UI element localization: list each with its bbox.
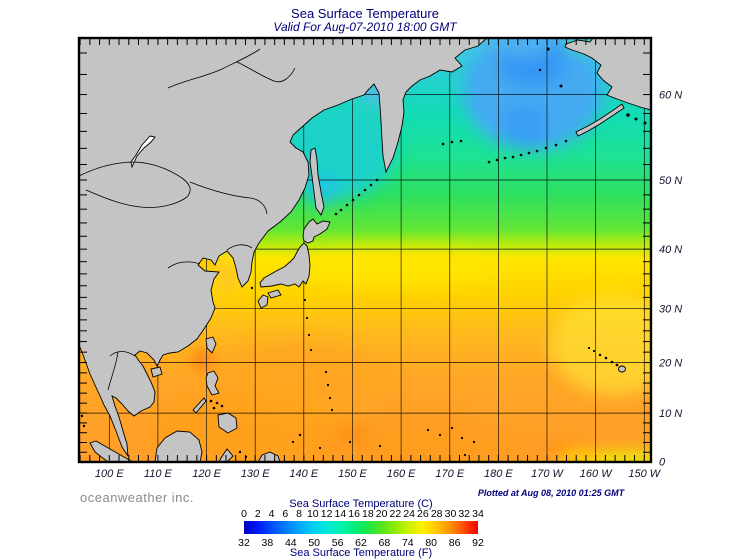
colorbar-tick-label-c: 14	[335, 508, 347, 520]
colorbar-tick-label-c: 10	[307, 508, 319, 520]
kuroshio-warm-tongue	[300, 252, 500, 284]
hawaii-big-island	[618, 365, 626, 373]
x-axis-label: 160 E	[387, 468, 416, 480]
bering-sea-cold-pool	[463, 38, 603, 150]
colorbar-tick-label-f: 80	[425, 537, 437, 549]
y-axis-label: 50 N	[659, 175, 682, 187]
y-axis-label: 60 N	[659, 90, 682, 102]
sakhalin-island	[309, 147, 325, 216]
colorbar-tick-label-f: 62	[355, 537, 367, 549]
colorbar-tick-label-f: 50	[308, 537, 320, 549]
colorbar-tick-label-c: 30	[445, 508, 457, 520]
x-axis-label: 120 E	[192, 468, 221, 480]
land-layer	[79, 38, 651, 462]
palawan-island	[192, 397, 207, 414]
aleutian-islands	[441, 113, 647, 164]
colorbar-tick-label-f: 32	[238, 537, 250, 549]
valid-time-subtitle: Valid For Aug-07-2010 18:00 GMT	[273, 20, 457, 34]
colorbar-title-celsius: Sea Surface Temperature (C)	[289, 498, 432, 510]
honshu-island	[259, 242, 311, 288]
colorbar-tick-label-f: 74	[402, 537, 414, 549]
colorbar-tick-label-c: 2	[255, 508, 261, 520]
x-axis-label: 140 E	[289, 468, 318, 480]
colorbar-tick-label-c: 22	[390, 508, 402, 520]
colorbar: Sea Surface Temperature (C) Sea Surface …	[238, 498, 484, 559]
x-axis-label: 170 W	[531, 468, 564, 480]
colorbar-tick-label-c: 32	[458, 508, 470, 520]
x-axis-label: 180 E	[484, 468, 513, 480]
colorbar-tick-label-c: 20	[376, 508, 388, 520]
colorbar-tick-label-c: 4	[269, 508, 275, 520]
country-border-lines	[79, 48, 296, 391]
mindanao-island	[217, 412, 238, 434]
hawaii-islands	[587, 346, 619, 367]
colorbar-tick-label-c: 26	[417, 508, 429, 520]
sumatra-island	[89, 440, 134, 462]
x-axis-label: 130 E	[241, 468, 270, 480]
plotted-timestamp: Plotted at Aug 08, 2010 01:25 GMT	[477, 488, 625, 498]
colorbar-tick-label-c: 18	[362, 508, 374, 520]
y-axis-label: 40 N	[659, 244, 682, 256]
colorbar-tick-label-c: 6	[282, 508, 288, 520]
luzon-island	[205, 370, 220, 396]
y-axis-label: 30 N	[659, 304, 682, 316]
x-axis-label: 150 E	[338, 468, 367, 480]
pacific-islets	[80, 286, 476, 459]
colorbar-title-fahrenheit: Sea Surface Temperature (F)	[290, 547, 432, 559]
x-axis-label: 160 W	[580, 468, 613, 480]
shikoku-island	[267, 289, 282, 299]
map-frame	[77, 36, 653, 464]
hainan-island	[150, 366, 163, 378]
taiwan-island	[205, 336, 217, 354]
colorbar-tick-label-f: 38	[262, 537, 274, 549]
colorbar-tick-label-f: 56	[332, 537, 344, 549]
hokkaido-island	[302, 218, 331, 244]
colorbar-tick-label-f: 86	[449, 537, 461, 549]
x-axis-label: 150 W	[628, 468, 661, 480]
colorbar-gradient-bar	[244, 521, 478, 534]
colorbar-tick-label-c: 34	[472, 508, 484, 520]
colorbar-tick-label-f: 44	[285, 537, 297, 549]
axis-labels: 100 E 110 E 120 E 130 E 140 E 150 E 160 E 170 E…	[95, 90, 682, 480]
colorbar-tick-label-c: 28	[431, 508, 443, 520]
alaska-peninsula	[575, 103, 625, 137]
page-title: Sea Surface Temperature	[291, 6, 439, 21]
kuril-islands	[334, 178, 379, 216]
y-axis-label: 10 N	[659, 408, 682, 420]
y-axis-label: 20 N	[658, 358, 682, 370]
bering-sea-islands	[538, 47, 563, 88]
lake-baikal	[130, 135, 156, 169]
colorbar-tick-label-c: 8	[296, 508, 302, 520]
colorbar-tick-label-c: 12	[321, 508, 333, 520]
x-axis-label: 100 E	[95, 468, 124, 480]
oceanweather-brand: oceanweather inc.	[80, 490, 195, 505]
colorbar-tick-label-c: 16	[348, 508, 360, 520]
kyushu-island	[257, 294, 269, 309]
colorbar-tick-label-f: 68	[379, 537, 391, 549]
colorbar-tick-label-c: 0	[241, 508, 247, 520]
asia-mainland	[79, 38, 488, 457]
alaska-mainland	[564, 38, 651, 111]
colorbar-tick-label-c: 24	[403, 508, 415, 520]
y-axis-label: 0	[659, 457, 666, 469]
x-axis-label: 110 E	[144, 468, 173, 480]
map-edge-ticks	[79, 39, 650, 461]
colorbar-tick-label-f: 92	[472, 537, 484, 549]
x-axis-label: 170 E	[435, 468, 464, 480]
borneo-island	[154, 430, 203, 462]
